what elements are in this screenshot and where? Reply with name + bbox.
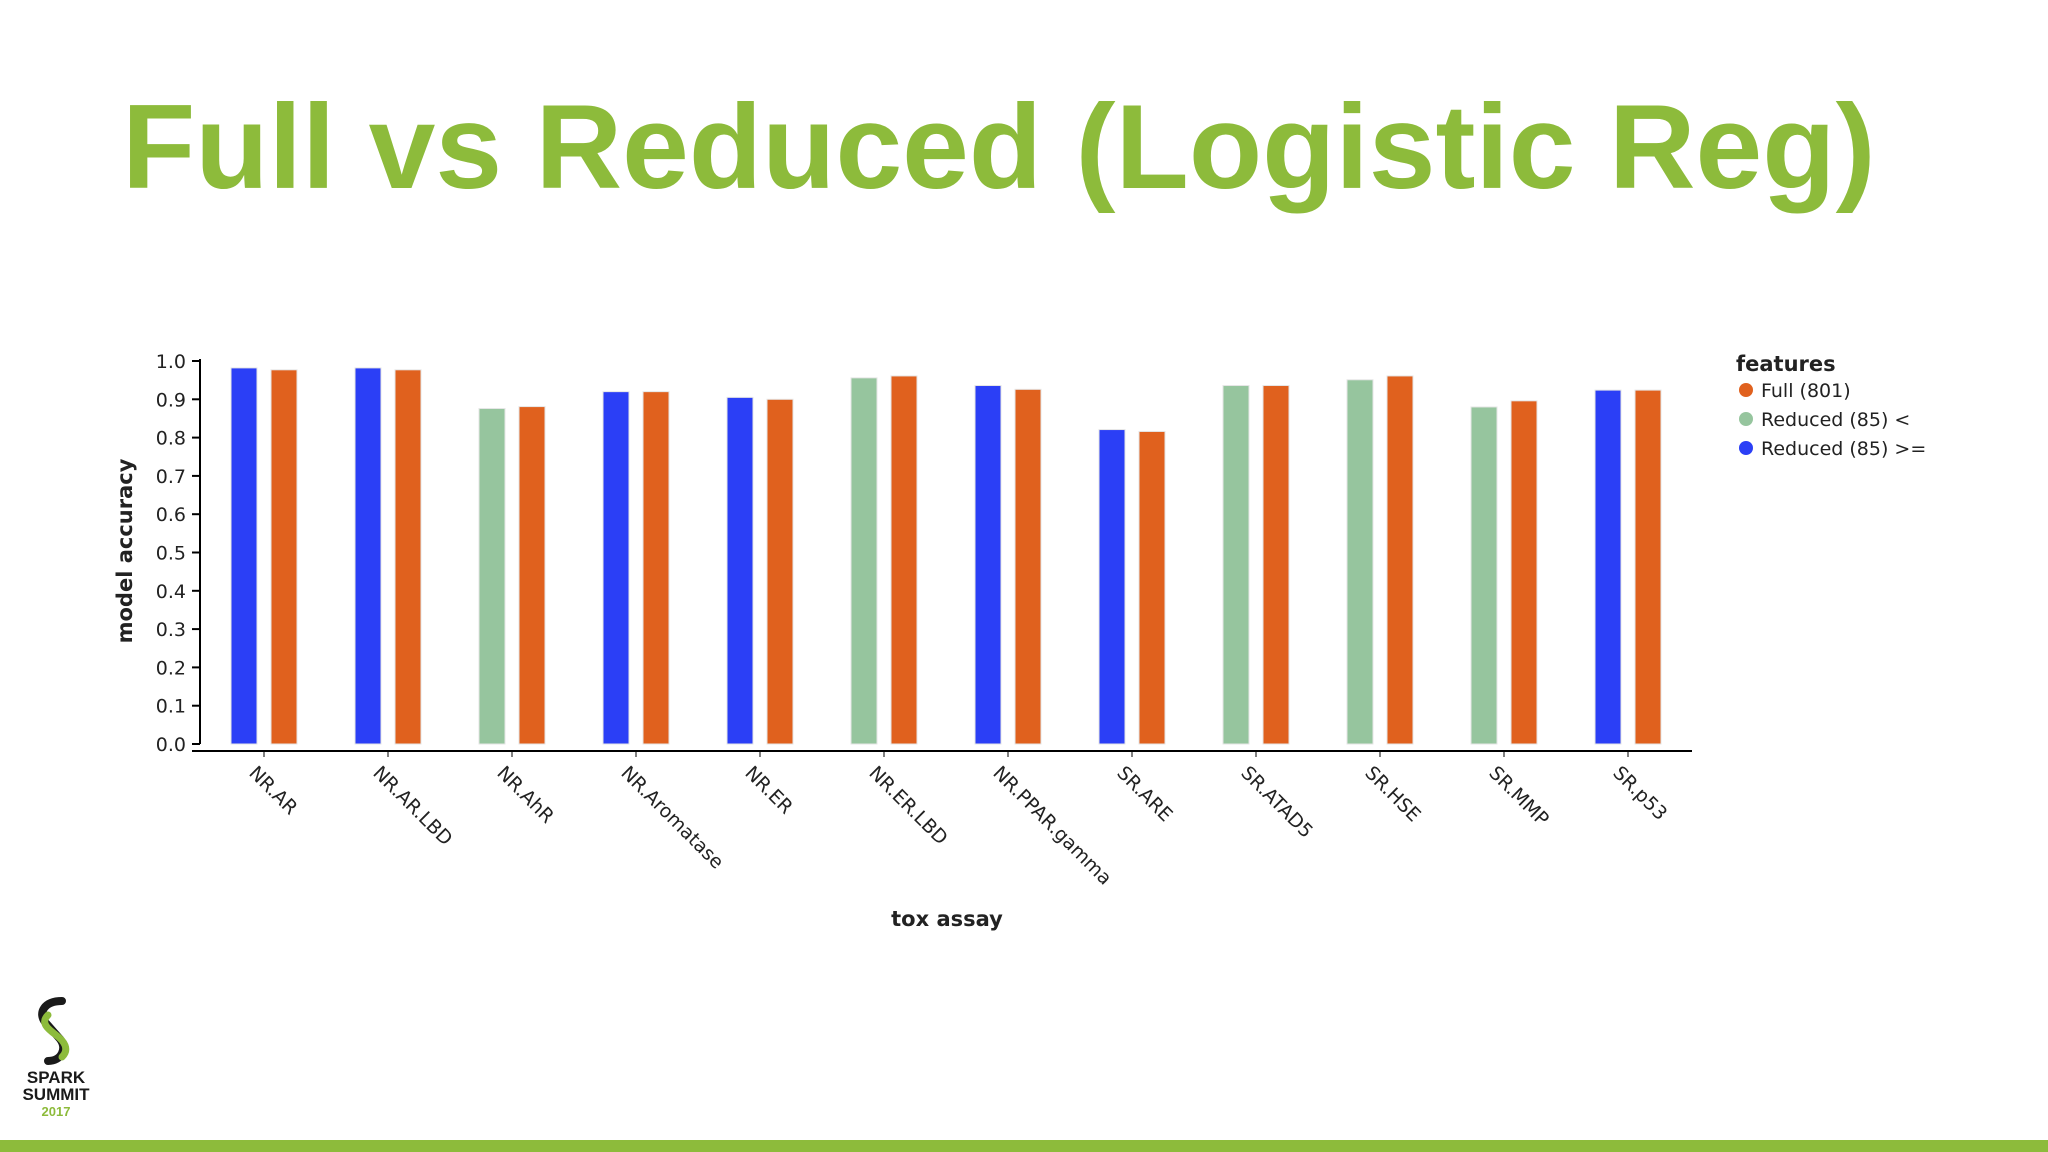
- bar-full-NR.ER.LBD: [890, 375, 918, 745]
- y-tick-label: 0.0: [156, 734, 186, 756]
- bar-reduced-NR.AR.LBD: [354, 367, 382, 745]
- legend-title: features: [1736, 352, 1836, 376]
- bar-reduced-NR.Aromatase: [602, 391, 630, 745]
- bar-full-SR.HSE: [1386, 375, 1414, 745]
- spark-summit-logo: SPARK SUMMIT 2017: [18, 995, 94, 1125]
- bar-reduced-NR.AhR: [478, 407, 506, 745]
- bar-reduced-SR.ATAD5: [1222, 385, 1250, 745]
- y-tick-label: 0.7: [156, 466, 186, 488]
- bar-reduced-SR.ARE: [1098, 429, 1126, 745]
- bars: [230, 367, 1662, 745]
- legend-marker: [1739, 383, 1753, 397]
- bar-full-SR.ARE: [1138, 430, 1166, 745]
- y-axis-title: model accuracy: [113, 458, 137, 643]
- bar-reduced-SR.p53: [1594, 389, 1622, 745]
- x-axis-title: tox assay: [891, 907, 1003, 931]
- y-tick-label: 0.2: [156, 657, 186, 679]
- legend-entry-label: Full (801): [1761, 380, 1851, 402]
- bar-full-NR.AhR: [518, 406, 546, 745]
- bar-full-NR.PPAR.gamma: [1014, 388, 1042, 745]
- bar-reduced-NR.ER: [726, 396, 754, 745]
- bar-reduced-NR.ER.LBD: [850, 377, 878, 745]
- logo-text-spark: SPARK: [26, 1068, 86, 1087]
- bar-reduced-NR.AR: [230, 367, 258, 745]
- y-tick-label: 0.3: [156, 619, 186, 641]
- y-tick-label: 0.1: [156, 696, 186, 718]
- legend-marker: [1739, 441, 1753, 455]
- y-tick-label: 0.5: [156, 543, 186, 565]
- legend-marker: [1739, 412, 1753, 426]
- logo-year: 2017: [41, 1104, 71, 1119]
- spark-summit-logo-icon: [38, 997, 70, 1065]
- y-tick-label: 0.8: [156, 428, 186, 450]
- legend-entry-label: Reduced (85) >=: [1761, 438, 1926, 460]
- legend-entry-label: Reduced (85) <: [1761, 409, 1910, 431]
- logo-text-summit: SUMMIT: [22, 1085, 90, 1104]
- bar-full-SR.ATAD5: [1262, 385, 1290, 745]
- bar-full-SR.MMP: [1510, 400, 1538, 745]
- bar-reduced-SR.HSE: [1346, 379, 1374, 745]
- y-tick-label: 1.0: [156, 351, 186, 373]
- bar-full-NR.Aromatase: [642, 391, 670, 745]
- bar-full-SR.p53: [1634, 389, 1662, 745]
- slide-title: Full vs Reduced (Logistic Reg): [122, 80, 1876, 214]
- bar-full-NR.ER: [766, 398, 794, 745]
- plot-background: [196, 238, 1692, 868]
- bar-full-NR.AR: [270, 369, 298, 745]
- legend: features Full (801) Reduced (85) < Reduced…: [1736, 352, 1926, 460]
- y-axis: 0.0 0.1 0.2 0.3 0.4 0.5 0.6 0.7 0.8 0.9 1.0: [156, 351, 201, 756]
- bar-reduced-SR.MMP: [1470, 406, 1498, 745]
- y-tick-label: 0.6: [156, 504, 186, 526]
- y-tick-label: 0.4: [156, 581, 186, 603]
- footer-accent-bar: [0, 1140, 2048, 1152]
- y-tick-label: 0.9: [156, 389, 186, 411]
- bar-reduced-NR.PPAR.gamma: [974, 385, 1002, 745]
- bar-full-NR.AR.LBD: [394, 369, 422, 745]
